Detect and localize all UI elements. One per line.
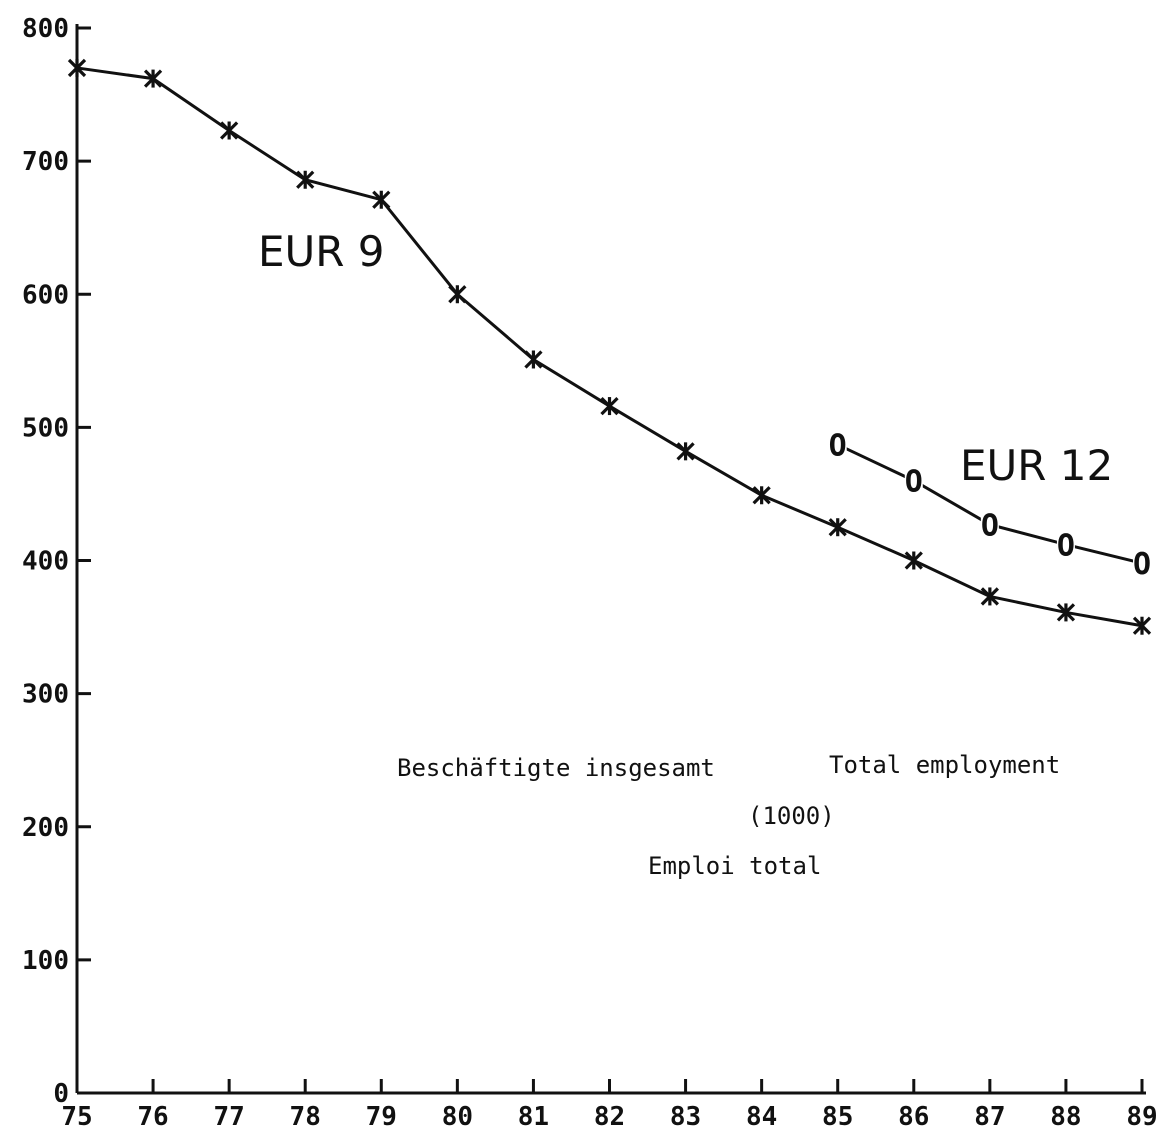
x-tick-label: 78 (290, 1102, 321, 1132)
data-point-asterisk (904, 551, 923, 570)
caption-english: Total employment (829, 751, 1060, 779)
data-point-asterisk (67, 58, 87, 78)
data-point-circle: O (905, 465, 923, 500)
y-tick-label: 800 (22, 14, 69, 44)
data-point-backdrop (1133, 550, 1151, 577)
data-point-asterisk (524, 350, 543, 369)
x-tick-label: 80 (442, 1102, 473, 1132)
caption-french: Emploi total (648, 852, 821, 880)
x-tick-label: 77 (213, 1102, 244, 1132)
caption-unit: (1000) (748, 802, 835, 830)
y-tick-label: 500 (22, 413, 69, 443)
data-point-backdrop (1056, 531, 1075, 558)
data-point-circle: O (1057, 529, 1075, 564)
x-tick-label: 81 (518, 1102, 549, 1132)
caption-german: Beschäftigte insgesamt (397, 754, 715, 782)
series-0 (67, 58, 1152, 635)
x-tick-label: 89 (1126, 1102, 1157, 1132)
series-layer: O O O O O (67, 58, 1152, 635)
x-tick-label: 87 (974, 1102, 1005, 1132)
data-point-asterisk (448, 285, 467, 304)
data-point-backdrop (904, 467, 923, 494)
y-tick-label: 400 (22, 547, 69, 577)
data-point-asterisk (296, 170, 315, 189)
series-label-eur12: EUR 12 (960, 441, 1113, 490)
data-point-asterisk (980, 587, 999, 606)
chart-caption: Beschäftigte insgesamt Total employment … (397, 751, 1060, 880)
y-tick-label: 600 (22, 280, 69, 310)
data-point-asterisk (372, 190, 391, 209)
x-tick-label: 76 (137, 1102, 168, 1132)
data-point-asterisk (600, 396, 619, 416)
y-tick-label: 700 (22, 147, 69, 177)
series-1: O O O O O (829, 429, 1151, 582)
x-ticks: 75 76 77 78 79 80 81 82 83 84 85 86 87 88 89 (61, 1079, 1158, 1132)
y-tick-label: 0 (53, 1079, 69, 1109)
x-tick-label: 85 (822, 1102, 853, 1132)
axes (75, 24, 1146, 1095)
x-tick-label: 79 (366, 1102, 397, 1132)
x-tick-label: 86 (898, 1102, 929, 1132)
data-point-circle: O (829, 429, 847, 464)
y-tick-label: 100 (22, 946, 69, 976)
data-point-circle: O (981, 509, 999, 544)
data-point-asterisk (220, 121, 239, 140)
data-point-backdrop (828, 431, 847, 458)
y-tick-label: 200 (22, 813, 69, 843)
data-point-asterisk (143, 69, 163, 88)
data-point-backdrop (980, 511, 999, 538)
data-point-asterisk (1056, 603, 1076, 622)
data-point-asterisk (752, 486, 771, 505)
data-point-circle: O (1133, 547, 1151, 582)
data-point-asterisk (828, 518, 847, 537)
y-ticks: 0 100 200 300 400 500 600 700 800 (22, 14, 91, 1109)
x-tick-label: 88 (1050, 1102, 1081, 1132)
series-label-eur9: EUR 9 (258, 227, 385, 276)
data-point-asterisk (676, 442, 695, 461)
data-point-asterisk (1132, 616, 1152, 635)
x-tick-label: 82 (594, 1102, 625, 1132)
x-tick-label: 75 (61, 1102, 92, 1132)
x-tick-label: 83 (670, 1102, 701, 1132)
y-tick-label: 300 (22, 680, 69, 710)
x-tick-label: 84 (746, 1102, 777, 1132)
